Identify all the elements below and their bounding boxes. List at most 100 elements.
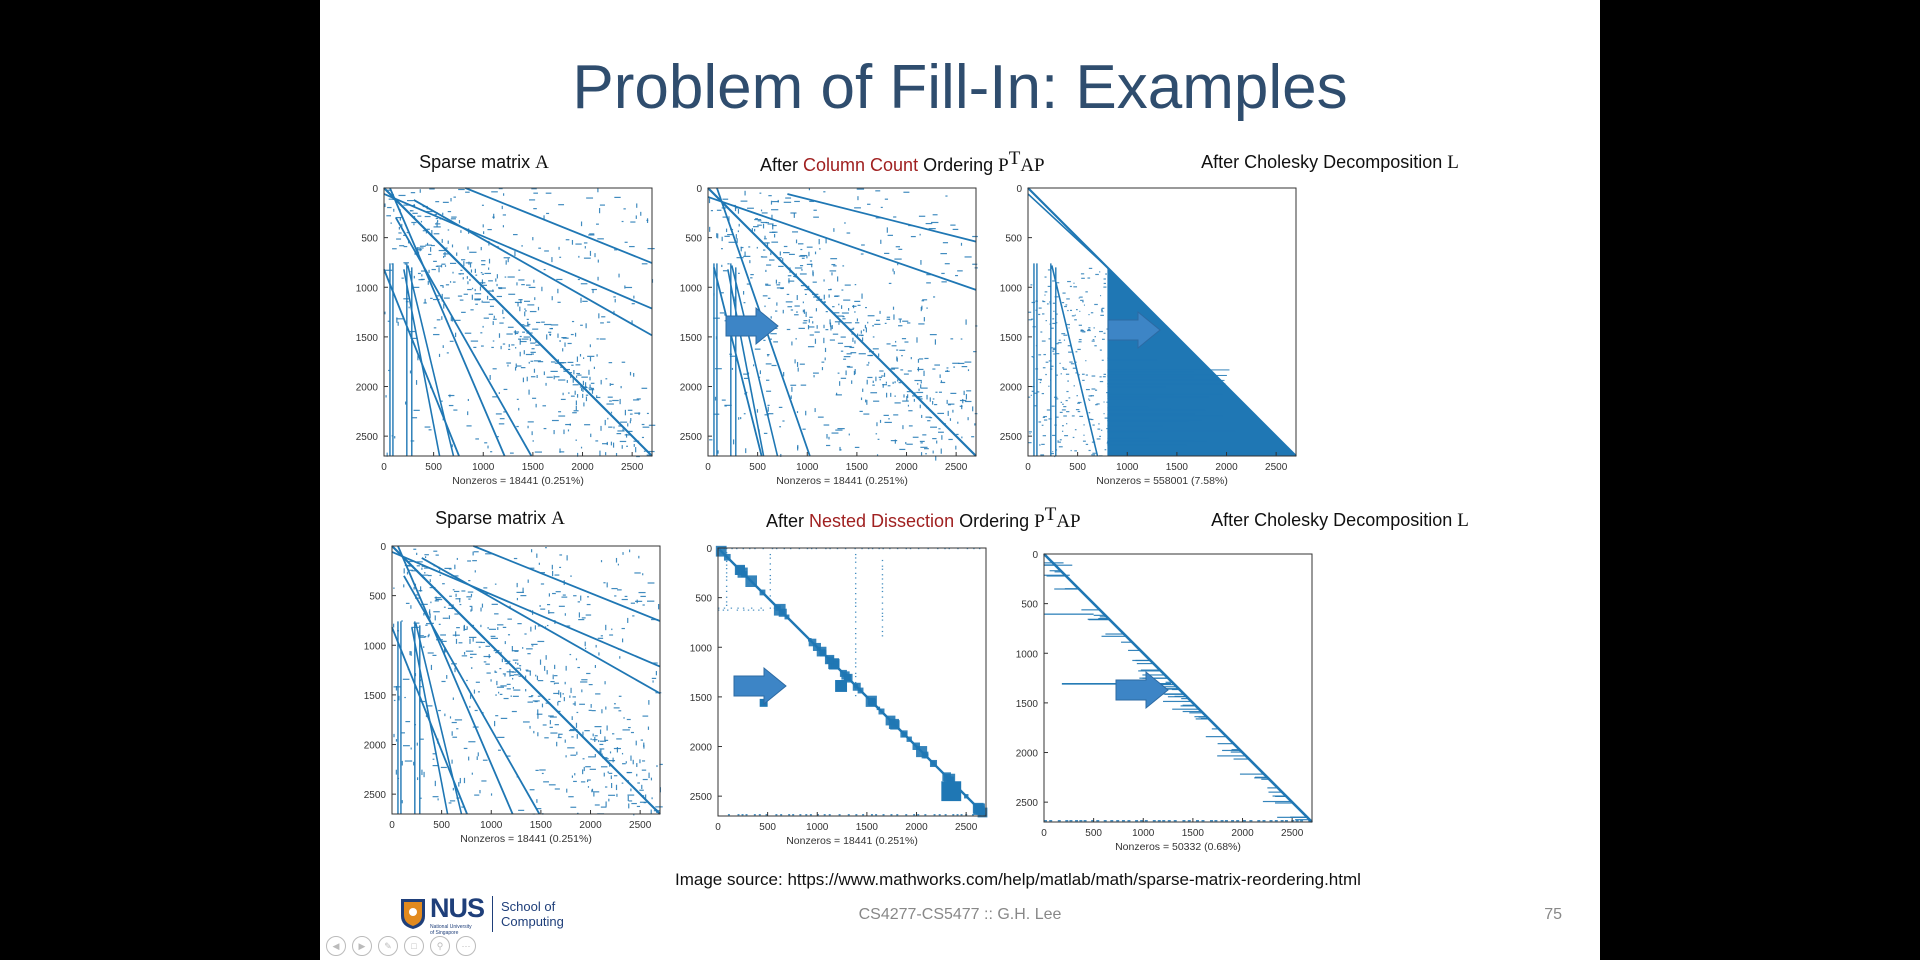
nonzero-mark: [532, 440, 534, 442]
nonzero-mark: [621, 752, 624, 755]
separator-mark: [854, 681, 857, 684]
nonzero-mark: [435, 596, 437, 601]
separator-mark: [881, 590, 884, 593]
nonzero-mark: [916, 397, 921, 399]
nonzero-mark: [420, 797, 422, 799]
fill-in-row: [1174, 695, 1186, 697]
nonzero-mark: [541, 286, 543, 292]
separator-mark: [727, 814, 730, 816]
nonzero-mark: [584, 246, 586, 249]
more-icon[interactable]: ⋯: [456, 936, 476, 956]
nonzero-mark: [499, 322, 504, 324]
fill-in-row: [1217, 755, 1246, 757]
nonzero-mark: [1056, 322, 1058, 324]
separator-mark: [952, 814, 955, 816]
nonzero-mark: [879, 378, 881, 381]
nonzero-mark: [862, 388, 864, 392]
nonzero-mark: [407, 239, 410, 244]
nonzero-mark: [633, 444, 635, 447]
nonzero-mark: [591, 387, 595, 390]
diagonal-block: [941, 781, 962, 802]
nonzero-mark: [559, 566, 562, 569]
nonzero-mark: [1085, 388, 1090, 391]
fill-in-row: [1196, 820, 1199, 822]
nonzero-mark: [605, 624, 607, 631]
nonzero-mark: [494, 671, 498, 673]
nonzero-mark: [451, 244, 454, 248]
nonzero-mark: [967, 369, 970, 372]
nonzero-mark: [630, 731, 634, 734]
next-icon[interactable]: ▶: [352, 936, 372, 956]
nonzero-mark: [770, 316, 772, 319]
nonzero-mark: [604, 681, 606, 685]
pen-icon[interactable]: ✎: [378, 936, 398, 956]
fill-in-row: [1107, 419, 1203, 421]
nonzero-mark: [765, 363, 772, 365]
nonzero-mark: [928, 228, 936, 230]
nonzero-mark: [925, 222, 933, 225]
nonzero-mark: [455, 598, 461, 600]
nonzero-mark: [465, 191, 470, 193]
nonzero-mark: [546, 670, 548, 675]
copy-icon[interactable]: □: [404, 936, 424, 956]
nonzero-mark: [467, 246, 469, 250]
nonzero-mark: [829, 270, 837, 272]
nonzero-mark: [738, 272, 740, 274]
nonzero-mark: [507, 618, 512, 620]
nonzero-mark: [1054, 396, 1058, 398]
nonzero-mark: [1103, 286, 1107, 288]
fill-in-row: [1209, 820, 1213, 822]
nonzero-mark: [557, 301, 561, 303]
y-tick-label: 1500: [364, 691, 387, 702]
fill-in-row: [1152, 820, 1156, 822]
nonzero-mark: [1106, 392, 1109, 394]
nonzero-mark: [492, 368, 497, 370]
nonzero-mark: [1066, 390, 1069, 393]
nonzero-mark: [469, 705, 471, 708]
nonzero-mark: [709, 439, 713, 441]
nonzero-mark: [780, 453, 782, 457]
nonzero-mark: [807, 325, 810, 330]
fill-in-row: [1121, 641, 1132, 643]
nonzero-mark: [505, 755, 511, 757]
nonzero-mark: [519, 306, 521, 312]
off-diagonal-band: [1051, 265, 1099, 457]
nonzero-mark: [1107, 357, 1110, 359]
nonzero-mark: [857, 333, 859, 337]
nonzero-mark: [510, 695, 512, 697]
fill-in-row: [1269, 820, 1273, 822]
plot-frame: [391, 545, 661, 815]
nonzero-mark: [885, 381, 887, 384]
nonzero-mark: [532, 397, 537, 399]
caption-sup: T: [1044, 504, 1057, 525]
separator-mark: [878, 548, 880, 550]
nonzero-mark: [762, 249, 766, 251]
nonzero-mark: [404, 696, 406, 699]
nonzero-mark: [403, 204, 410, 206]
nonzero-mark: [607, 417, 609, 420]
nonzero-mark: [393, 623, 395, 628]
nonzero-mark: [599, 743, 604, 746]
nonzero-mark: [532, 328, 539, 330]
nonzero-mark: [619, 656, 621, 659]
nonzero-mark: [860, 330, 862, 334]
zoom-icon[interactable]: ⚲: [430, 936, 450, 956]
nonzero-mark: [618, 273, 620, 278]
nonzero-mark: [918, 323, 925, 325]
nonzero-mark: [486, 295, 489, 300]
nonzero-mark: [795, 337, 797, 340]
nonzero-mark: [475, 681, 480, 683]
separator-mark: [855, 814, 858, 816]
nonzero-mark: [480, 332, 483, 334]
separator-mark: [854, 621, 857, 623]
separator-mark: [948, 548, 950, 550]
nonzero-mark: [452, 736, 458, 738]
nonzero-mark: [571, 239, 574, 245]
prev-icon[interactable]: ◀: [326, 936, 346, 956]
nonzero-mark: [610, 775, 612, 780]
nonzero-mark: [403, 245, 408, 248]
nonzero-mark: [761, 256, 768, 258]
nonzero-mark: [920, 384, 922, 389]
nonzero-mark: [639, 759, 641, 764]
nonzero-mark: [1075, 351, 1078, 353]
